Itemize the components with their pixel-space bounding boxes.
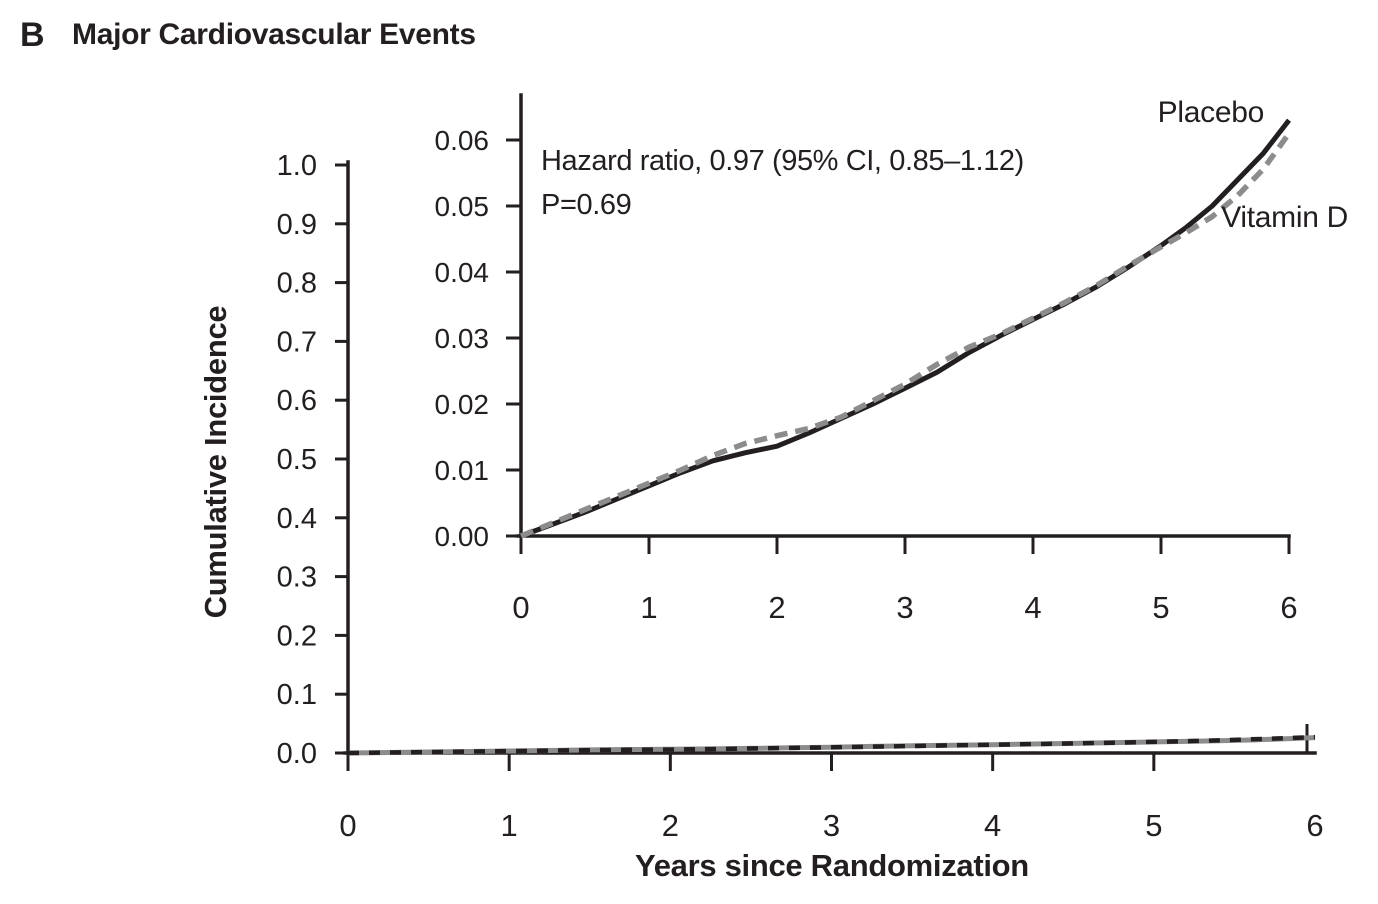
y-tick-label: 0.9: [277, 209, 317, 241]
inset-placebo-curve: [520, 118, 1291, 539]
x-tick-label: 4: [1024, 590, 1041, 625]
p-value-annotation: P=0.69: [541, 189, 631, 221]
y-tick-label: 0.01: [435, 455, 490, 486]
y-tick-label: 0.5: [277, 444, 317, 476]
inset-plot-axes: 0.00 0.01 0.02 0.03 0.04 0.05 0.06 0 1 2 3 4 5 6: [435, 93, 1298, 625]
inset-vitamin-d-curve: [519, 131, 1292, 539]
x-tick-label: 1: [501, 808, 518, 843]
main-plot-axes: 0.0 0.1 0.2 0.3 0.4 0.5 0.6 0.7 0.8 0.9 1.0 0 1 2 3 4 5 6: [277, 150, 1324, 843]
x-tick-label: 6: [1280, 590, 1297, 625]
x-tick-label: 5: [1152, 590, 1169, 625]
x-tick-label: 5: [1145, 808, 1162, 843]
y-tick-label: 0.6: [277, 385, 317, 417]
figure-title: Major Cardiovascular Events: [72, 18, 476, 51]
x-axis-title: Years since Randomization: [635, 848, 1029, 883]
x-tick-label: 0: [339, 808, 356, 843]
hazard-ratio-annotation: Hazard ratio, 0.97 (95% CI, 0.85–1.12): [541, 145, 1024, 177]
inset-curves: [519, 118, 1292, 539]
overview-curves: [347, 734, 1316, 756]
y-tick-label: 0.03: [435, 323, 490, 354]
y-tick-label: 0.05: [435, 191, 490, 222]
y-tick-label: 0.06: [435, 125, 490, 156]
y-tick-label: 0.00: [435, 521, 490, 552]
x-tick-label: 3: [823, 808, 840, 843]
legend-label-vitamin-d: Vitamin D: [1221, 201, 1348, 234]
y-tick-label: 1.0: [277, 150, 317, 182]
x-tick-label: 6: [1306, 808, 1323, 843]
y-tick-label: 0.04: [435, 257, 490, 288]
x-tick-label: 1: [640, 590, 657, 625]
y-tick-label: 0.3: [277, 562, 317, 594]
legend-label-placebo: Placebo: [1158, 96, 1264, 129]
y-tick-label: 0.2: [277, 620, 317, 652]
y-tick-label: 0.02: [435, 389, 490, 420]
y-tick-label: 0.7: [277, 326, 317, 358]
x-tick-label: 0: [512, 590, 529, 625]
y-tick-label: 0.1: [277, 679, 317, 711]
panel-label: B: [20, 16, 45, 54]
x-tick-label: 4: [984, 808, 1001, 843]
x-tick-label: 3: [896, 590, 913, 625]
y-tick-label: 0.0: [277, 738, 317, 770]
overview-vitamin-d-curve: [347, 735, 1316, 756]
y-axis-title: Cumulative Incidence: [198, 306, 233, 619]
y-tick-label: 0.4: [277, 503, 317, 535]
y-tick-label: 0.8: [277, 268, 317, 300]
x-tick-label: 2: [662, 808, 679, 843]
x-tick-label: 2: [768, 590, 785, 625]
